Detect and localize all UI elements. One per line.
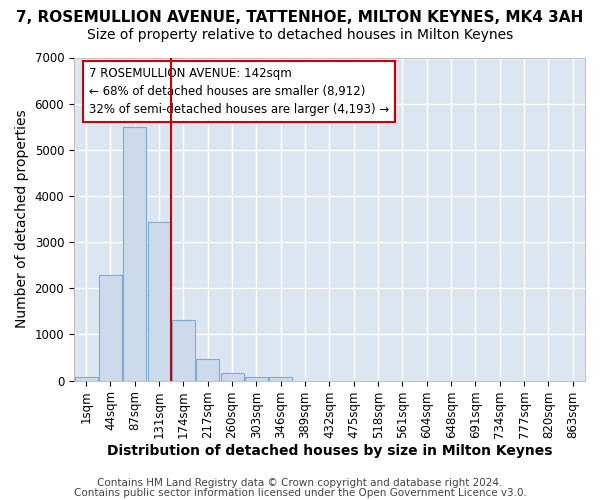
X-axis label: Distribution of detached houses by size in Milton Keynes: Distribution of detached houses by size … [107,444,552,458]
Bar [74,377,98,380]
Text: 7 ROSEMULLION AVENUE: 142sqm
← 68% of detached houses are smaller (8,912)
32% of: 7 ROSEMULLION AVENUE: 142sqm ← 68% of de… [89,67,389,116]
Y-axis label: Number of detached properties: Number of detached properties [15,110,29,328]
Text: Contains HM Land Registry data © Crown copyright and database right 2024.: Contains HM Land Registry data © Crown c… [97,478,503,488]
Bar [148,222,170,380]
Text: Contains public sector information licensed under the Open Government Licence v3: Contains public sector information licen… [74,488,526,498]
Bar [99,276,122,380]
Bar [245,377,268,380]
Bar [221,373,244,380]
Text: 7, ROSEMULLION AVENUE, TATTENHOE, MILTON KEYNES, MK4 3AH: 7, ROSEMULLION AVENUE, TATTENHOE, MILTON… [16,10,584,25]
Text: Size of property relative to detached houses in Milton Keynes: Size of property relative to detached ho… [87,28,513,42]
Bar [172,320,195,380]
Bar [196,360,220,380]
Bar [269,377,292,380]
Bar [123,126,146,380]
